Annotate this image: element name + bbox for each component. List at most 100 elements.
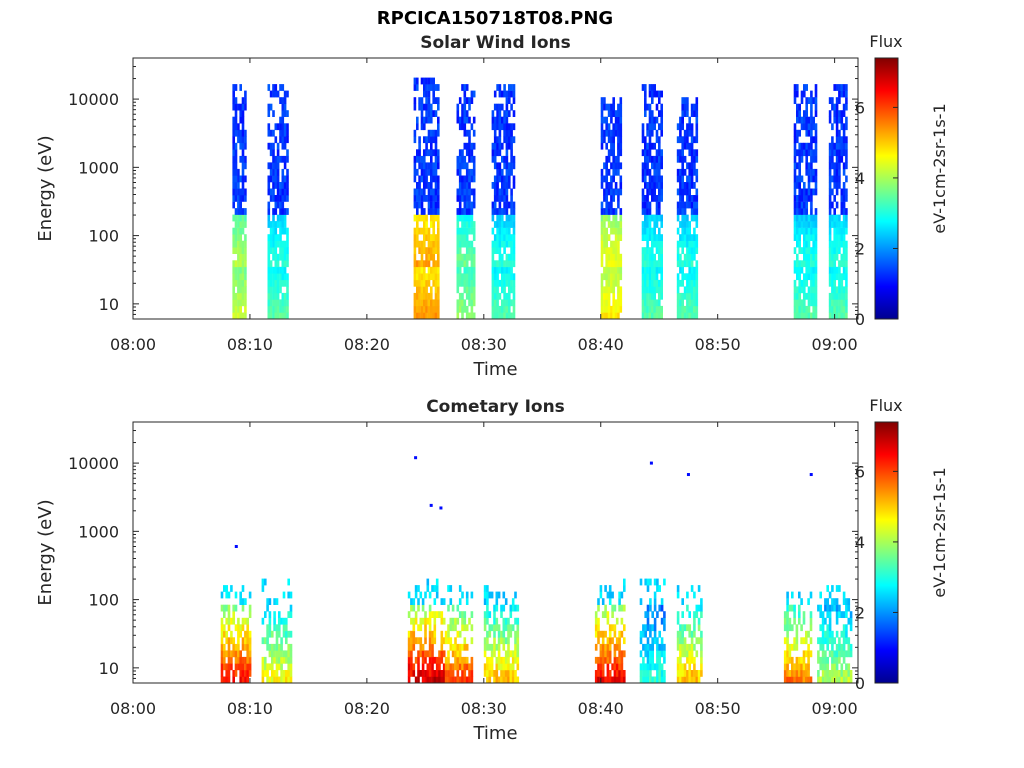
cell: [281, 188, 285, 196]
cell: [655, 149, 659, 157]
cell: [497, 676, 501, 684]
cell: [239, 266, 242, 274]
cell: [842, 670, 846, 677]
cell: [498, 149, 502, 157]
cell: [508, 142, 511, 150]
cell: [493, 155, 497, 163]
cell: [686, 286, 689, 294]
cell: [508, 84, 511, 91]
cell: [849, 650, 853, 658]
cell: [274, 84, 278, 91]
cell: [658, 676, 661, 684]
cell: [225, 585, 228, 592]
cell: [690, 630, 694, 638]
cell: [456, 195, 460, 202]
cell: [614, 214, 618, 222]
cell: [510, 260, 513, 268]
cell: [655, 182, 659, 189]
cell: [800, 656, 803, 664]
cell: [845, 116, 848, 124]
cell: [244, 208, 247, 215]
cell: [620, 670, 624, 677]
cell: [458, 260, 462, 268]
cell: [679, 266, 682, 274]
cell: [507, 624, 510, 632]
cell: [796, 175, 799, 183]
cell: [660, 247, 663, 254]
cell: [681, 292, 684, 300]
cell: [607, 201, 611, 209]
cell: [490, 656, 494, 664]
cell: [244, 312, 247, 320]
cell: [423, 305, 426, 313]
cell: [651, 656, 654, 664]
cell: [434, 208, 438, 215]
cell: [828, 234, 832, 241]
cell: [600, 240, 604, 248]
cell: [655, 221, 659, 228]
cell: [468, 168, 471, 176]
cell: [644, 305, 647, 313]
cell: [845, 175, 848, 183]
cell: [803, 221, 806, 228]
cell: [798, 604, 801, 612]
cell: [798, 129, 801, 137]
cell: [281, 247, 285, 254]
cell: [458, 643, 462, 651]
cell: [651, 260, 654, 268]
cell: [646, 221, 649, 228]
cell: [688, 253, 691, 261]
cell: [840, 227, 844, 235]
cell: [807, 598, 810, 605]
cell: [239, 175, 242, 183]
cell: [488, 676, 492, 684]
cell: [840, 279, 844, 287]
cell: [817, 670, 820, 677]
cell: [289, 650, 293, 658]
cell: [605, 188, 608, 196]
cell: [613, 670, 617, 677]
cell: [426, 670, 430, 677]
cell: [465, 116, 469, 124]
cell: [798, 663, 801, 671]
cell: [430, 221, 433, 228]
cell: [244, 637, 247, 645]
cell: [435, 585, 439, 592]
cell: [817, 650, 820, 658]
cell: [653, 182, 656, 189]
cell: [681, 240, 684, 248]
cell: [234, 312, 238, 320]
cell: [431, 630, 434, 638]
cell: [285, 676, 288, 684]
cell: [653, 175, 656, 183]
cell: [798, 214, 801, 222]
cell: [244, 195, 247, 202]
cell: [695, 208, 699, 215]
cell: [607, 136, 611, 144]
cell: [420, 312, 424, 320]
cell: [805, 84, 808, 91]
cell: [413, 162, 417, 170]
cell: [812, 136, 815, 144]
cell: [641, 162, 645, 170]
cell: [417, 604, 420, 612]
cell: [514, 650, 517, 658]
cell: [414, 611, 418, 618]
cell: [842, 208, 846, 215]
cell: [280, 676, 283, 684]
cell: [498, 292, 502, 300]
cell: [793, 604, 796, 612]
cell: [606, 656, 610, 664]
cell: [610, 103, 613, 111]
cell: [690, 637, 694, 645]
cell: [835, 604, 839, 612]
cell: [430, 214, 433, 222]
cell: [244, 630, 247, 638]
cell: [793, 260, 797, 268]
cell: [840, 155, 844, 163]
cell: [831, 97, 834, 104]
cell: [420, 266, 424, 274]
cell: [646, 604, 650, 612]
cell: [600, 208, 604, 215]
cell: [505, 195, 509, 202]
